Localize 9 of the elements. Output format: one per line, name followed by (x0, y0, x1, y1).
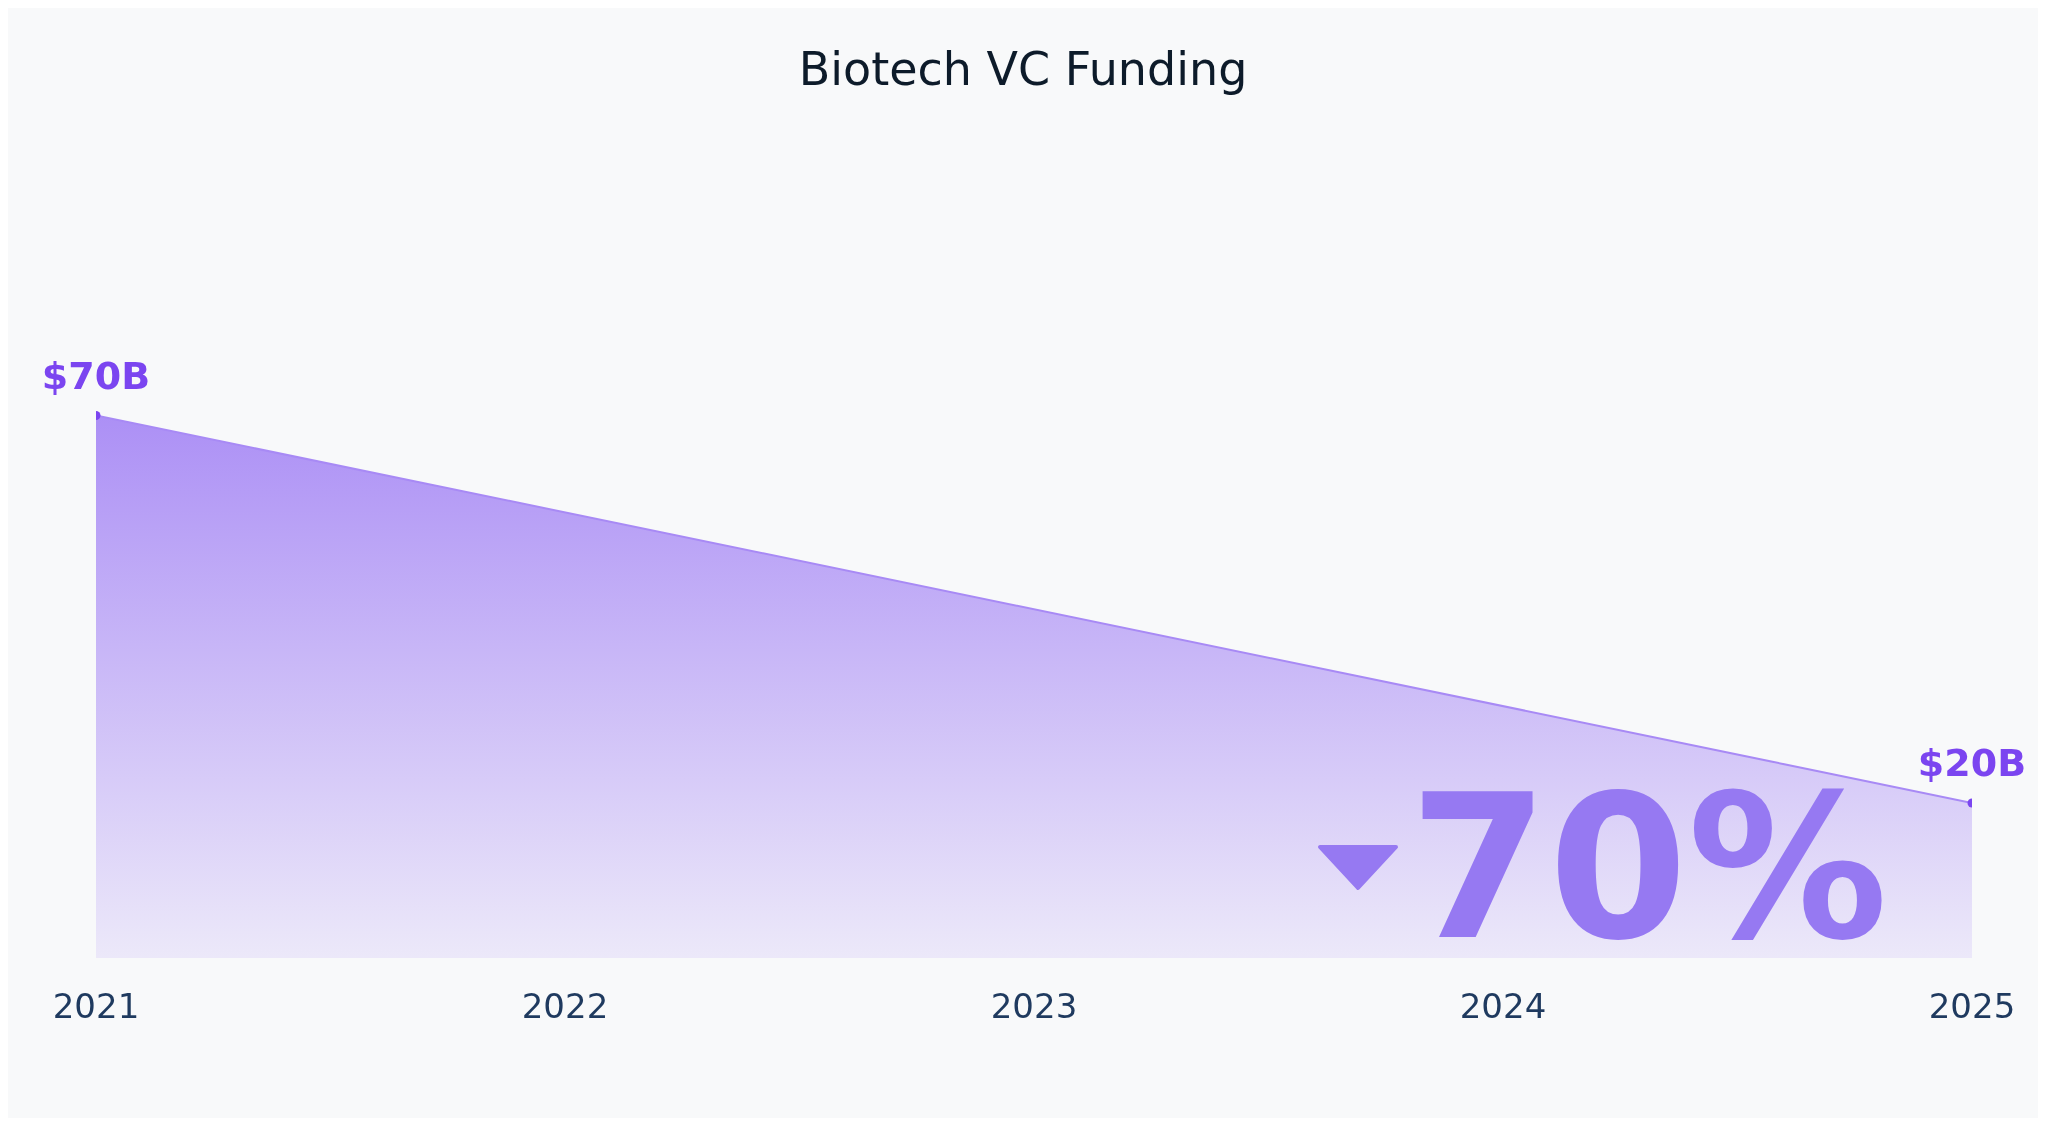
data-label: $20B (1917, 741, 2027, 786)
x-tick-label: 2024 (1459, 986, 1547, 1027)
x-tick-label: 2025 (1928, 986, 2016, 1027)
chart-title: Biotech VC Funding (797, 42, 1249, 96)
x-tick-label: 2023 (990, 986, 1078, 1027)
annotation: 70% (1409, 751, 1888, 984)
data-label: $70B (41, 353, 151, 398)
x-tick-label: 2022 (521, 986, 609, 1027)
x-tick-label: 2021 (52, 986, 140, 1027)
